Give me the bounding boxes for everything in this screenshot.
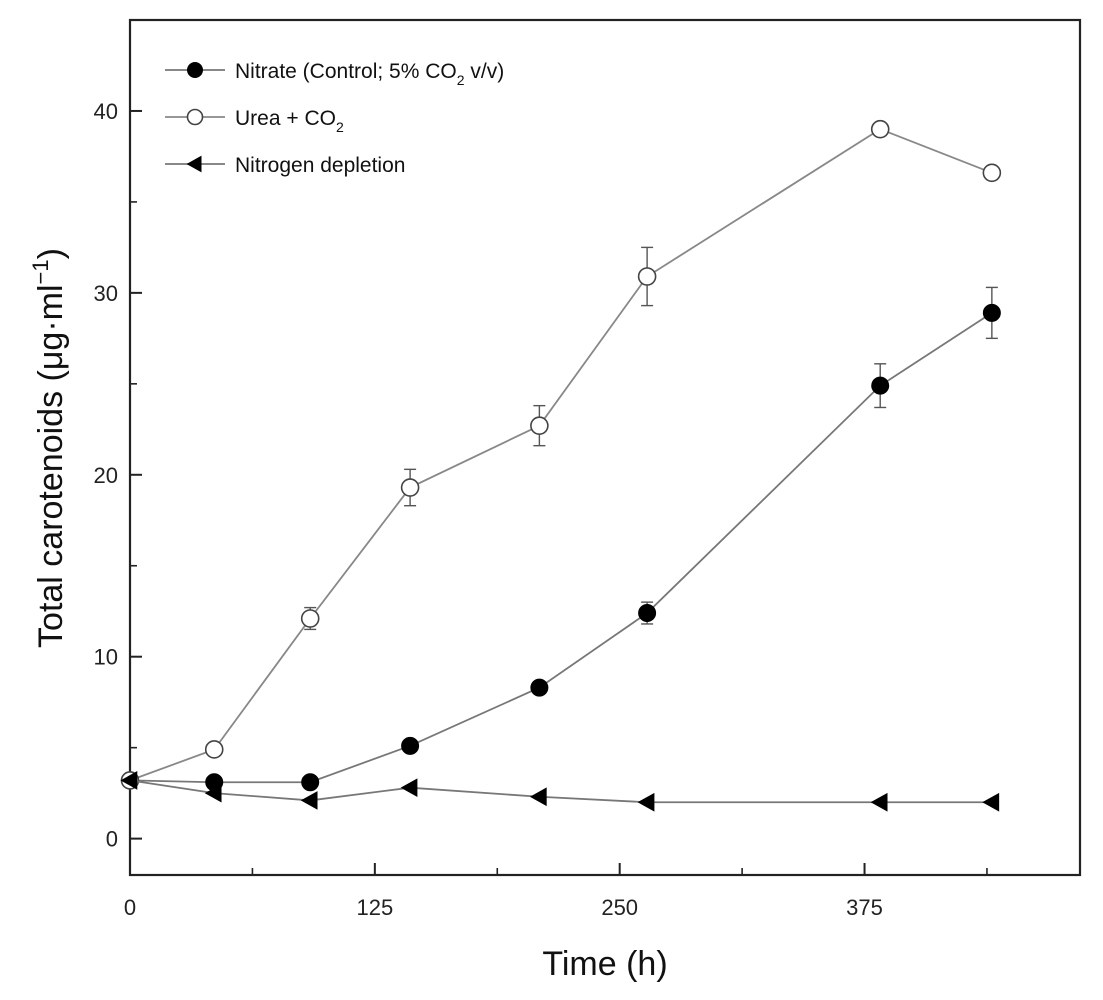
- urea-series-line: [129, 128, 993, 782]
- nitrogen-series-line: [129, 779, 992, 804]
- legend-label-text: Urea + CO: [235, 107, 336, 130]
- y-tick-label: 10: [94, 645, 118, 670]
- legend-marker: [186, 155, 202, 173]
- y-axis-title-close: ): [32, 248, 70, 259]
- x-tick-label: 375: [846, 895, 883, 920]
- nitrate-data-point: [530, 678, 549, 697]
- y-axis-title-text: Total carotenoids (μg·ml: [32, 284, 70, 648]
- legend: Nitrate (Control; 5% CO2 v/v)Urea + CO2N…: [165, 60, 504, 177]
- urea-data-point: [982, 163, 1002, 183]
- nitrate-data-point: [982, 303, 1001, 322]
- nitrogen-data-point: [529, 787, 547, 807]
- urea-data-point: [400, 478, 420, 497]
- y-tick-label: 20: [94, 463, 118, 488]
- legend-label: Nitrate (Control; 5% CO2 v/v): [235, 60, 504, 88]
- legend-marker: [186, 108, 204, 126]
- urea-data-point: [204, 740, 224, 759]
- series-layer: [120, 119, 1002, 812]
- y-tick-label: 0: [106, 827, 118, 852]
- nitrogen-data-point: [400, 778, 418, 798]
- nitrogen-data-point: [870, 792, 888, 812]
- legend-label: Nitrogen depletion: [235, 154, 405, 177]
- y-axis-ticks: 0 10 20 30 40: [94, 99, 142, 852]
- urea-data-point: [530, 416, 549, 435]
- legend-label-suffix: v/v): [465, 60, 505, 83]
- y-tick-label: 40: [94, 99, 118, 124]
- nitrate-series-line: [129, 312, 993, 784]
- nitrate-data-point: [301, 773, 320, 792]
- legend-label-subscript: 2: [336, 119, 344, 135]
- y-axis-title-superscript: −1: [28, 259, 53, 284]
- urea-data-point: [870, 119, 890, 139]
- urea-data-point: [300, 609, 320, 628]
- nitrate-data-point: [638, 604, 657, 623]
- y-axis-title: Total carotenoids (μg·ml−1): [28, 248, 70, 648]
- urea-data-point: [637, 267, 657, 286]
- plot-frame: [128, 18, 1082, 877]
- x-axis-title: Time (h): [542, 945, 667, 983]
- series-urea: [120, 119, 1002, 790]
- nitrogen-data-point: [982, 792, 1000, 812]
- nitrate-data-point: [871, 376, 890, 395]
- nitrogen-data-point: [120, 771, 138, 790]
- x-axis-ticks: 0 125 250 375: [124, 863, 988, 920]
- y-tick-label: 30: [94, 281, 118, 306]
- x-tick-label: 125: [356, 895, 393, 920]
- nitrogen-data-point: [300, 791, 318, 810]
- x-tick-label: 0: [124, 895, 136, 920]
- legend-label-subscript: 2: [457, 72, 465, 88]
- x-tick-label: 250: [601, 895, 638, 920]
- nitrogen-data-point: [637, 792, 655, 812]
- nitrate-data-point: [401, 736, 420, 755]
- legend-label-text: Nitrogen depletion: [235, 154, 405, 177]
- legend-item-nitrogen: Nitrogen depletion: [165, 154, 405, 177]
- series-nitrate: [121, 286, 1001, 792]
- legend-marker: [187, 62, 203, 78]
- legend-label-text: Nitrate (Control; 5% CO: [235, 60, 457, 83]
- legend-item-nitrate: Nitrate (Control; 5% CO2 v/v): [165, 60, 504, 88]
- nitrogen-data-point: [204, 783, 222, 803]
- legend-label: Urea + CO2: [235, 107, 344, 135]
- series-nitrogen: [120, 771, 1000, 812]
- legend-item-urea: Urea + CO2: [165, 107, 344, 135]
